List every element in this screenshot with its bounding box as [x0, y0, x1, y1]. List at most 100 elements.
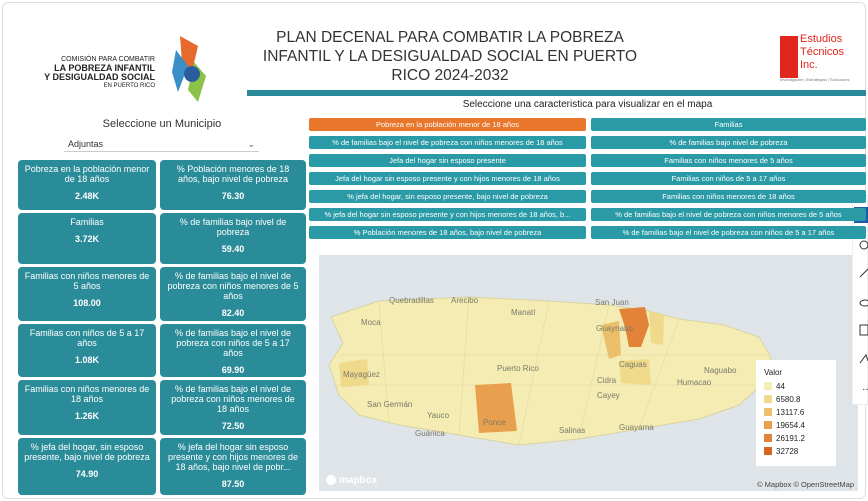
kpi-value: 76.30: [221, 191, 245, 201]
place-label: Caguas: [619, 360, 647, 369]
borders: [334, 296, 769, 446]
place-label: Moca: [361, 318, 381, 327]
municipio-area: [649, 311, 664, 345]
tool-icon[interactable]: [859, 299, 868, 307]
tool-more[interactable]: …: [862, 382, 868, 393]
org-emblem: [172, 36, 206, 102]
brand-line: Técnicos: [800, 46, 845, 58]
kpi-label: % de familias bajo el nivel de pobreza c…: [167, 271, 299, 301]
brand-name: Estudios Técnicos Inc.: [800, 33, 844, 72]
selector-label: Seleccione una caracteristica para visua…: [462, 99, 713, 110]
kpi-value: 1.08K: [74, 355, 100, 365]
tool-icon[interactable]: [859, 353, 868, 364]
kpi-value: 1.26K: [74, 411, 100, 421]
feature-button[interactable]: % de familias bajo el nivel de pobreza c…: [591, 226, 866, 239]
kpi-label: Pobreza en la población menor de 18 años: [24, 164, 150, 184]
legend-swatch: [764, 395, 772, 403]
org-logo-text: COMISIÓN PARA COMBATIR LA POBREZA INFANT…: [25, 55, 155, 91]
org-line: Y DESIGUALDAD SOCIAL: [44, 72, 155, 82]
kpi-label: Familias con niños menores de 5 años: [24, 271, 150, 291]
toolbar-bg: [852, 195, 868, 405]
legend-label: 32728: [776, 447, 799, 456]
legend-swatch: [764, 421, 772, 429]
org-line: COMISIÓN PARA COMBATIR: [61, 56, 155, 63]
feature-button[interactable]: Familias con niños de 5 a 17 años: [591, 172, 866, 185]
org-line: LA POBREZA INFANTIL: [54, 63, 155, 73]
place-label: Guánica: [415, 429, 445, 438]
municipio-area: [619, 359, 651, 385]
municipio-area: [619, 307, 649, 347]
header-bar: [247, 90, 866, 96]
kpi-card: % de familias bajo el nivel de pobreza c…: [160, 324, 306, 377]
legend-swatch: [764, 447, 772, 455]
kpi-card: Pobreza en la población menor de 18 años…: [18, 160, 156, 210]
feature-button[interactable]: Pobreza en la población menor de 18 años: [309, 118, 586, 131]
kpi-value: 74.90: [75, 469, 99, 479]
place-label: Naguabo: [704, 366, 737, 375]
place-label: San Germán: [367, 400, 412, 409]
kpi-value: 3.72K: [74, 234, 100, 244]
legend-swatch: [764, 434, 772, 442]
legend-label: 19654.4: [776, 421, 805, 430]
mapbox-icon: [326, 475, 336, 485]
feature-button[interactable]: Jefa del hogar sin esposo presente: [309, 154, 586, 167]
brand-line: Estudios: [800, 33, 843, 45]
kpi-label: % Población menores de 18 años, bajo niv…: [176, 164, 290, 184]
feature-button[interactable]: Familias con niños menores de 18 años: [591, 190, 866, 203]
place-label: Cayey: [597, 391, 620, 400]
kpi-label: % de familias bajo el nivel de pobreza c…: [171, 384, 295, 414]
place-label: Ponce: [483, 418, 506, 427]
legend-swatch: [764, 382, 772, 390]
kpi-label: Familias: [70, 217, 104, 227]
kpi-value: 82.40: [221, 308, 245, 318]
feature-button[interactable]: Familias: [591, 118, 866, 131]
feature-button[interactable]: % de familias bajo nivel de pobreza: [591, 136, 866, 149]
map: Quebradillas Arecibo Manatí San Juan Guaynab…: [319, 255, 858, 491]
kpi-value: 2.48K: [74, 191, 100, 201]
legend-label: 13117.6: [776, 408, 805, 417]
municipio-area: [475, 383, 517, 433]
feature-button[interactable]: % jefa del hogar sin esposo presente y c…: [309, 208, 586, 221]
feature-button[interactable]: % jefa del hogar, sin esposo presente, b…: [309, 190, 586, 203]
title: PLAN DECENAL PARA COMBATIR LA POBREZA IN…: [262, 29, 638, 84]
feature-button[interactable]: % Población menores de 18 años, bajo niv…: [309, 226, 586, 239]
legend-title: Valor: [764, 368, 782, 377]
place-label: Guaynabo: [596, 324, 633, 333]
feature-button[interactable]: Familias con niños menores de 5 años: [591, 154, 866, 167]
kpi-value: 69.90: [221, 365, 245, 375]
place-label: San Juan: [595, 298, 629, 307]
kpi-label: Familias con niños de 5 a 17 años: [29, 328, 145, 348]
kpi-card: % de familias bajo el nivel de pobreza c…: [160, 267, 306, 321]
dropdown-value: Adjuntas: [68, 139, 104, 149]
kpi-value: 59.40: [221, 244, 245, 254]
kpi-value: 72.50: [221, 421, 245, 431]
municipio-label: Seleccione un Municipio: [102, 118, 222, 130]
dropdown-arrow: ⌄: [247, 139, 255, 149]
org-line: EN PUERTO RICO: [103, 83, 155, 89]
place-label: Yauco: [427, 411, 450, 420]
kpi-card: % de familias bajo el nivel de pobreza c…: [160, 380, 306, 435]
place-label: Mayagüez: [343, 370, 380, 379]
tool-icon[interactable]: [859, 240, 868, 250]
place-label: Manatí: [511, 308, 536, 317]
brand-line: Inc.: [800, 59, 818, 71]
place-label: Humacao: [677, 378, 712, 387]
place-label: Puerto Rico: [497, 364, 539, 373]
place-label: Quebradillas: [389, 296, 434, 305]
brand-mark: [780, 36, 798, 78]
feature-button[interactable]: % de familias bajo el nivel de pobreza c…: [591, 208, 866, 221]
legend-label: 6580.8: [776, 395, 801, 404]
municipio-dropdown[interactable]: Adjuntas ⌄: [64, 137, 259, 152]
feature-button[interactable]: % de familias bajo el nivel de pobreza c…: [309, 136, 586, 149]
place-label: Guayama: [619, 423, 654, 432]
kpi-label: % de familias bajo el nivel de pobreza c…: [174, 328, 292, 358]
kpi-card: % de familias bajo nivel de pobreza 59.40: [160, 213, 306, 264]
tool-icon[interactable]: [859, 268, 868, 278]
legend-label: 26191.2: [776, 434, 805, 443]
legend-swatch: [764, 408, 772, 416]
kpi-card: % jefa del hogar sin esposo presente y c…: [160, 438, 306, 495]
tool-icon[interactable]: [859, 324, 868, 336]
feature-button[interactable]: Jefa del hogar sin esposo presente y con…: [309, 172, 586, 185]
kpi-card: Familias con niños menores de 5 años 108.…: [18, 267, 156, 321]
